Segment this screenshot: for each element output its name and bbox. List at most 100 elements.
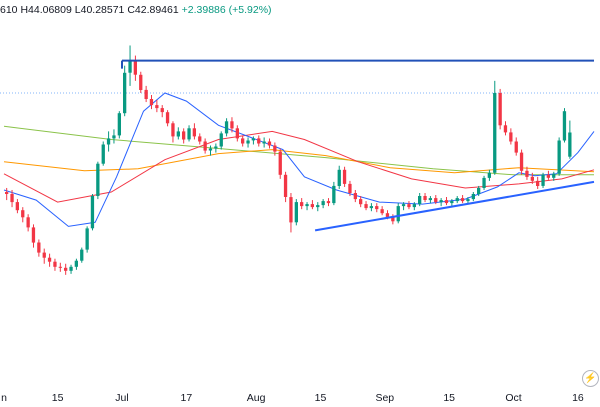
candle-body (47, 257, 52, 262)
candle-body (112, 135, 116, 139)
candle-body (165, 112, 170, 124)
lightning-icon[interactable]: ⚡ (582, 370, 599, 387)
candle-body (364, 204, 368, 209)
candle-body (455, 198, 459, 202)
candle-body (407, 204, 411, 208)
candle-body (219, 133, 223, 147)
candle-body (375, 206, 379, 210)
candle-body (155, 105, 159, 109)
candle-body (305, 204, 309, 207)
candle-body (85, 228, 89, 250)
candle-body (536, 180, 540, 186)
candle-body (208, 148, 213, 151)
candle-body (246, 140, 250, 144)
candle-body (15, 202, 19, 211)
candle-body (123, 72, 127, 114)
candle-body (310, 204, 314, 208)
candle-body (64, 267, 68, 271)
candle-body (514, 141, 518, 153)
candle-body (96, 163, 100, 196)
candle-body (391, 217, 395, 222)
candle-body (519, 152, 524, 171)
candle-body (257, 138, 261, 144)
candle-body (294, 202, 298, 223)
candle-body (466, 199, 470, 202)
candle-body (198, 136, 202, 142)
candle-body (300, 202, 304, 207)
candle-body (42, 252, 46, 258)
candle-body (434, 198, 438, 203)
candle-body (90, 196, 95, 229)
candle-body (477, 188, 481, 195)
candle-body (401, 204, 406, 207)
candle-body (241, 138, 245, 144)
ma-slow-line (3, 149, 595, 174)
candle-body (450, 201, 454, 204)
candle-body (5, 192, 9, 194)
trendlines-group (121, 59, 595, 232)
candle-body (530, 176, 534, 181)
candle-body (192, 128, 196, 137)
legend-change: +2.39886 (+5.92%) (181, 4, 272, 16)
candle-body (224, 121, 229, 134)
candle-body (546, 174, 550, 178)
candle-body (503, 125, 508, 133)
candle-body (278, 151, 282, 175)
candle-body (160, 108, 164, 113)
candle-body (482, 177, 486, 188)
candle-body (106, 138, 111, 145)
candle-body (283, 174, 288, 197)
x-tick-label: n (1, 392, 7, 404)
candle-body (80, 249, 84, 261)
candle-body (353, 193, 357, 200)
candle-body (31, 227, 36, 243)
x-tick-label: 17 (181, 392, 193, 404)
candle-body (289, 197, 293, 223)
candle-body (359, 199, 363, 205)
support-trendline (314, 180, 595, 232)
candle-body (428, 198, 432, 201)
candle-body (326, 201, 331, 204)
ma-long-line (3, 125, 594, 176)
candle-body (568, 132, 572, 157)
legend-low: L40.28571 (74, 4, 125, 16)
candle-body (149, 99, 154, 106)
candle-body (235, 128, 239, 139)
candle-body (541, 174, 545, 186)
x-tick-label: Oct (505, 392, 521, 404)
candle-body (182, 131, 186, 140)
candle-body (69, 266, 73, 271)
candle-body (273, 145, 277, 152)
candle-body (21, 210, 25, 218)
legend-high: H44.06809 (20, 4, 72, 16)
candle-body (418, 196, 422, 205)
candle-body (26, 217, 30, 228)
candle-body (444, 200, 449, 204)
candle-body (176, 131, 180, 137)
ma-mid-line (3, 130, 595, 203)
x-tick-label: Aug (247, 392, 266, 404)
candle-body (144, 89, 148, 99)
candle-body (171, 123, 175, 137)
candle-body (342, 169, 347, 184)
x-tick-label: Jul (115, 392, 128, 404)
candle-body (117, 113, 121, 136)
ohlc-legend: 610 H44.06809 L40.28571 C42.89461 +2.398… (0, 4, 272, 16)
candle-body (385, 213, 390, 218)
candle-body (552, 173, 556, 178)
x-tick-label: 15 (52, 392, 64, 404)
candle-body (493, 93, 497, 173)
candle-body (187, 128, 191, 140)
candle-body (396, 206, 400, 222)
candle-body (380, 209, 384, 214)
candle-body (58, 266, 62, 268)
candle-body (525, 170, 529, 177)
candle-body (332, 185, 336, 204)
candle-body (262, 141, 266, 144)
candle-body (230, 121, 234, 129)
candle-body (37, 242, 41, 253)
candle-body (251, 138, 255, 141)
x-tick-label: 15 (443, 392, 455, 404)
